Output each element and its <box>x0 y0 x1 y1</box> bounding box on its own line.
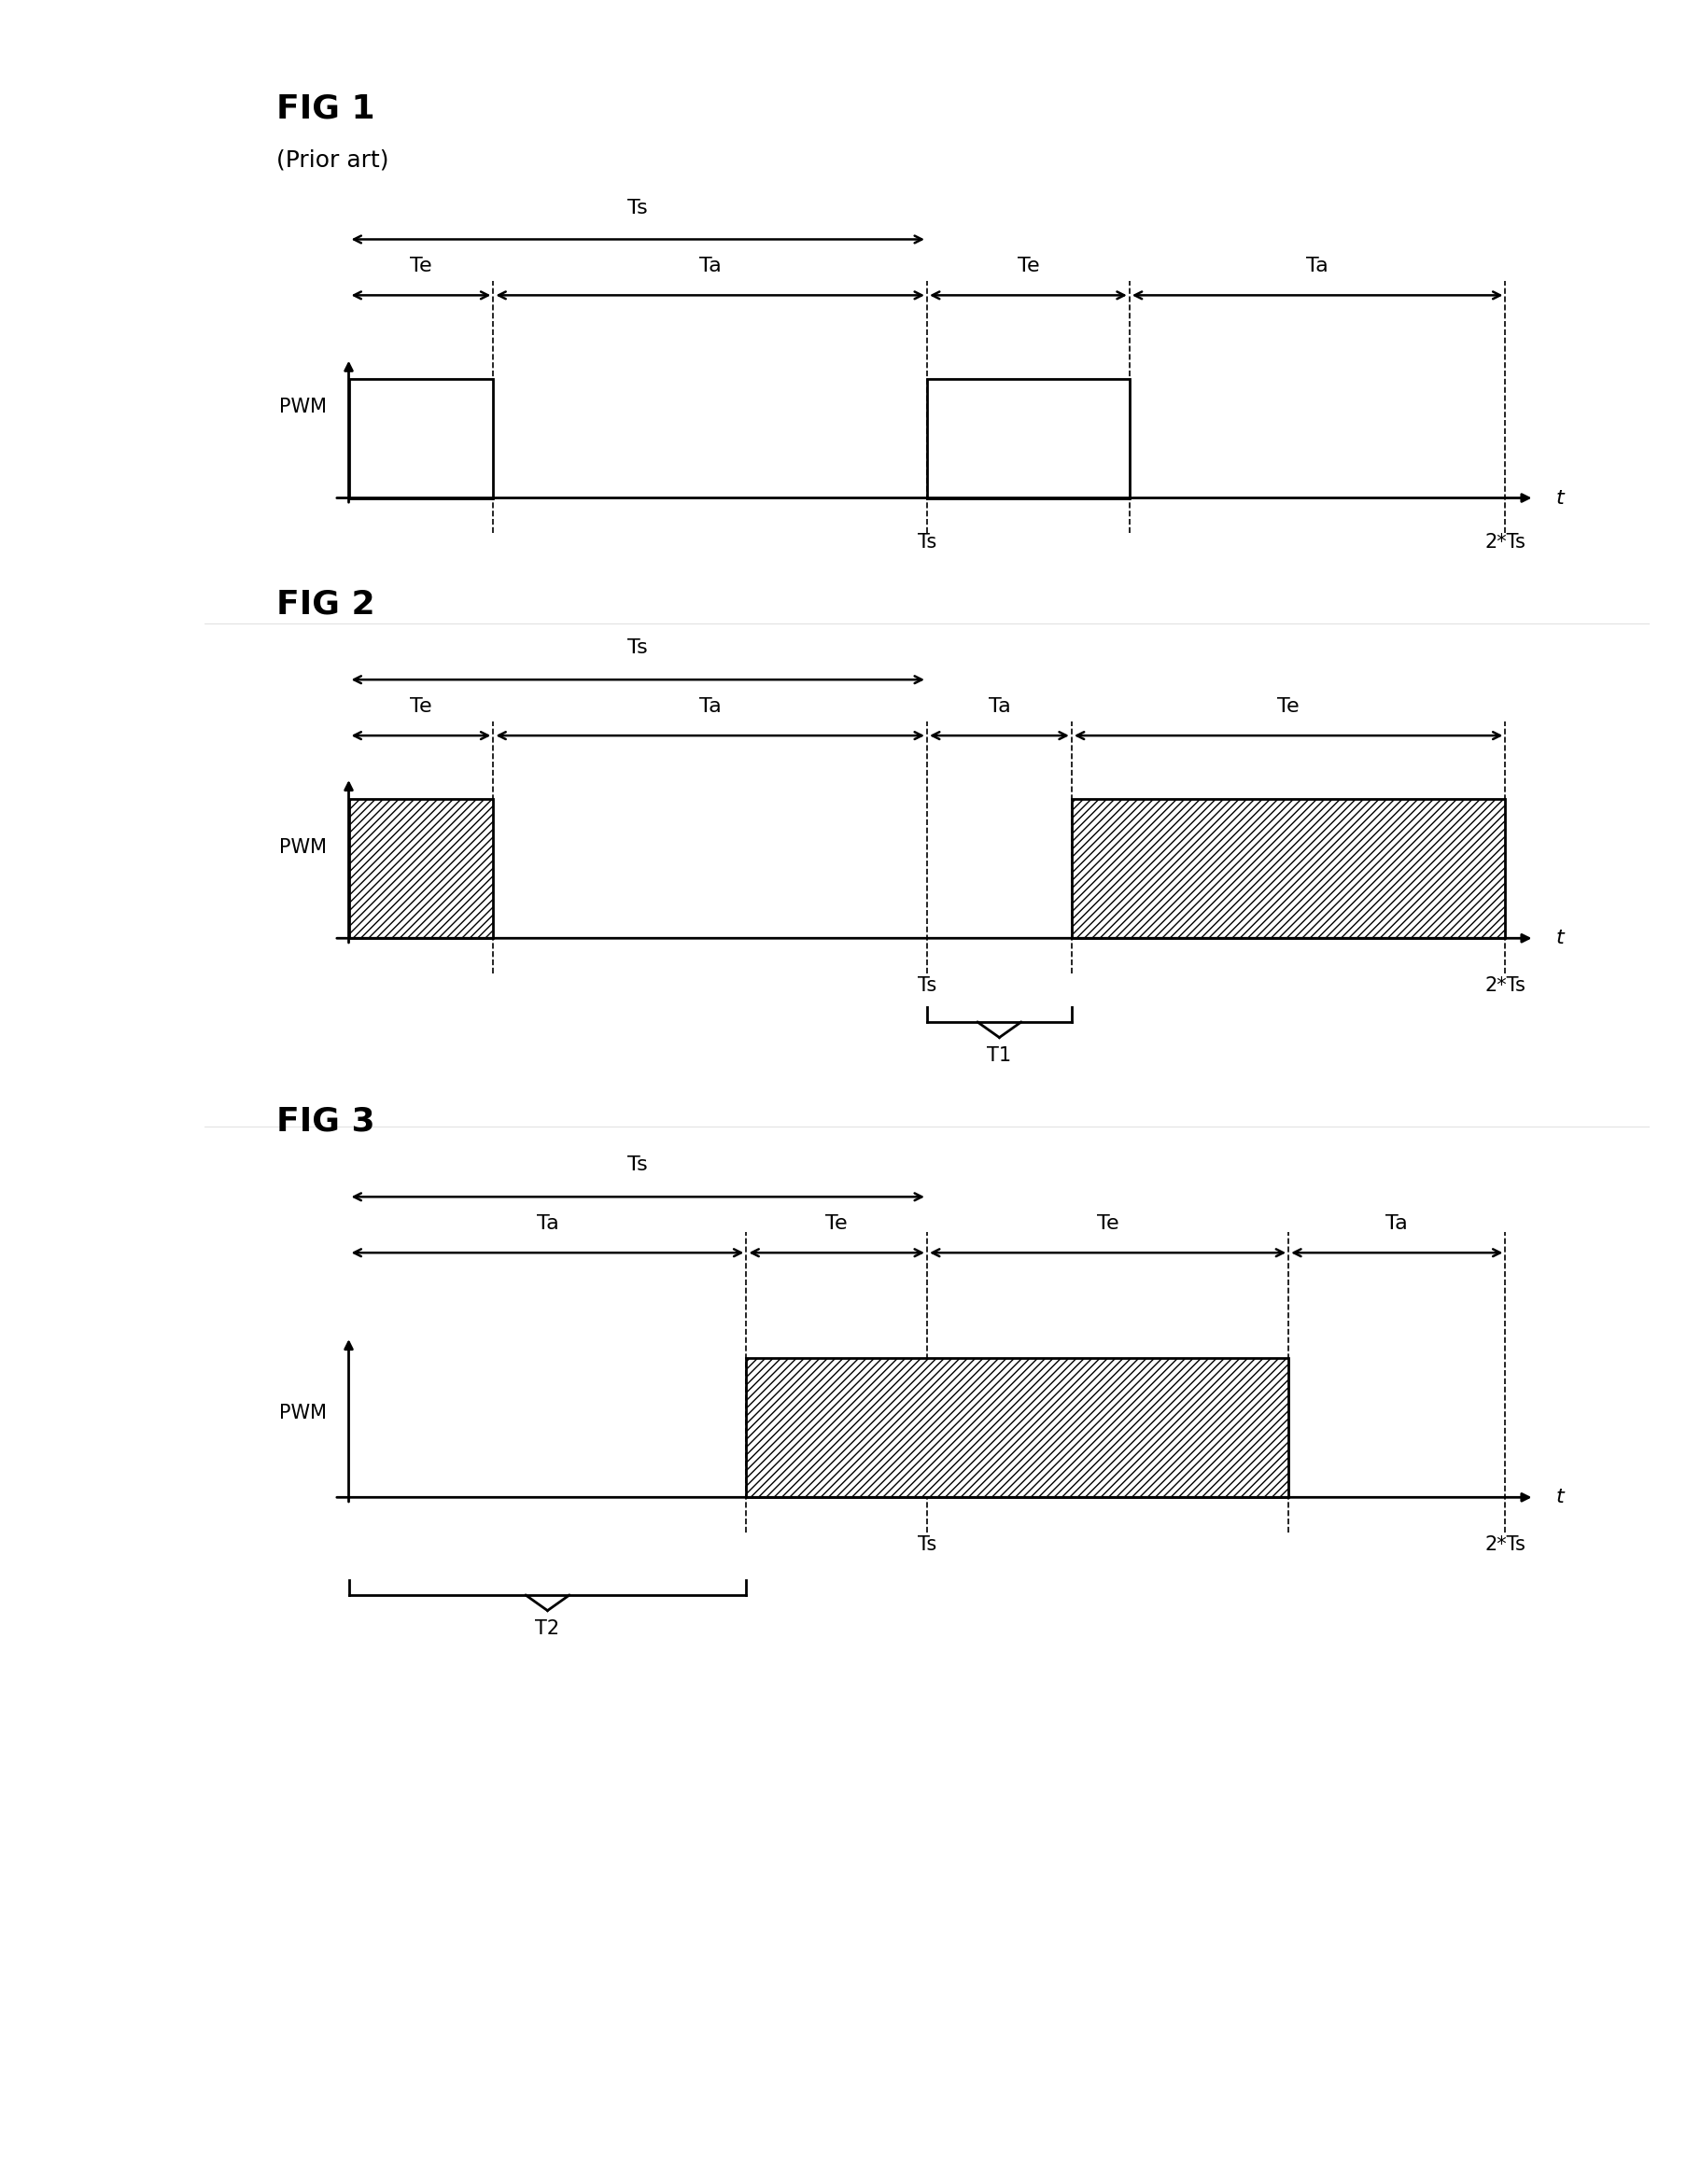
Text: Te: Te <box>1277 697 1300 716</box>
Text: Ta: Ta <box>699 258 721 275</box>
Text: Ta: Ta <box>1386 1214 1408 1234</box>
Text: 2*Ts: 2*Ts <box>1485 1535 1526 1555</box>
Text: Ts: Ts <box>628 199 648 216</box>
Text: t: t <box>1556 489 1565 507</box>
Text: Te: Te <box>825 1214 847 1234</box>
Text: 2*Ts: 2*Ts <box>1485 976 1526 996</box>
Text: Ts: Ts <box>628 1155 648 1175</box>
Text: 2*Ts: 2*Ts <box>1485 533 1526 553</box>
Text: Ta: Ta <box>1306 258 1328 275</box>
Text: FIG 2: FIG 2 <box>276 590 374 620</box>
Text: FIG 3: FIG 3 <box>276 1105 374 1138</box>
Text: T1: T1 <box>987 1046 1012 1066</box>
Text: Ta: Ta <box>988 697 1010 716</box>
Text: FIG 1: FIG 1 <box>276 92 374 124</box>
Text: Ts: Ts <box>917 533 937 553</box>
Text: Te: Te <box>410 258 432 275</box>
Bar <box>349 380 493 498</box>
Text: T2: T2 <box>536 1621 560 1638</box>
Text: Ts: Ts <box>628 638 648 657</box>
Text: Te: Te <box>410 697 432 716</box>
Text: t: t <box>1556 928 1565 948</box>
Bar <box>1072 799 1505 939</box>
Text: Ta: Ta <box>536 1214 558 1234</box>
Bar <box>349 799 493 939</box>
Bar <box>927 380 1129 498</box>
Text: PWM: PWM <box>279 839 327 856</box>
Text: Te: Te <box>1097 1214 1119 1234</box>
Text: Ta: Ta <box>699 697 721 716</box>
Text: PWM: PWM <box>279 397 327 417</box>
Text: Te: Te <box>1017 258 1039 275</box>
Text: PWM: PWM <box>279 1404 327 1422</box>
Text: Ts: Ts <box>917 1535 937 1555</box>
Text: (Prior art): (Prior art) <box>276 149 390 170</box>
Bar <box>747 1358 1289 1498</box>
Text: Ts: Ts <box>917 976 937 996</box>
Text: t: t <box>1556 1487 1565 1507</box>
